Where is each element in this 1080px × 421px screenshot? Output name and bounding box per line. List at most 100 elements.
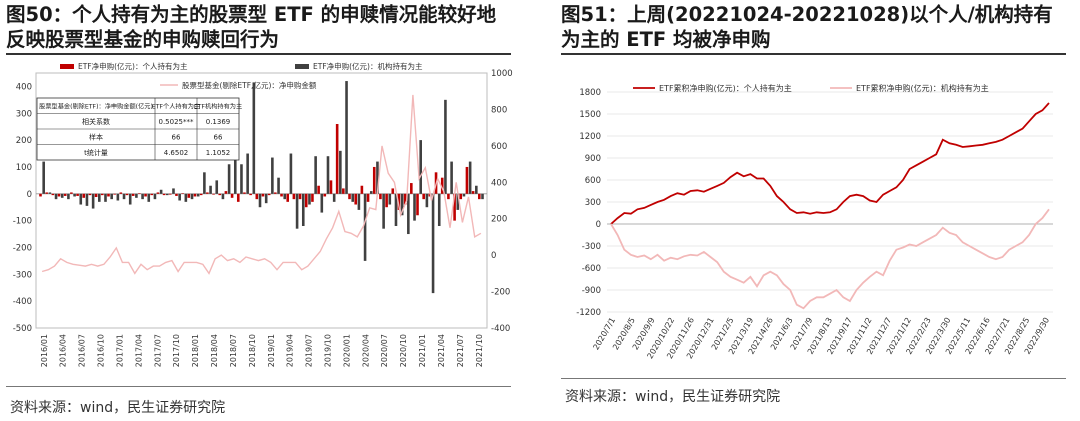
bar-retail [144, 193, 147, 197]
right-y-tick-label: 200 [491, 215, 507, 225]
bar-inst [394, 193, 398, 226]
right-y-tick-label: -400 [491, 324, 510, 334]
right-y-tick-label: 1000 [491, 69, 513, 79]
bar-retail [323, 193, 327, 197]
bar-inst [271, 157, 274, 194]
bar-retail [465, 166, 469, 194]
bar-retail [453, 193, 456, 221]
bar-inst [147, 193, 151, 202]
bar-inst [388, 193, 392, 205]
bar-inst [481, 193, 484, 200]
table-cell: 样本 [89, 133, 103, 142]
table-cell: 1.1052 [206, 149, 231, 157]
bar-inst [450, 161, 453, 194]
bar-retail [447, 193, 450, 200]
right-source-rule [561, 378, 1066, 379]
bar-inst [444, 99, 447, 194]
bar-retail [82, 193, 86, 198]
bar-inst [456, 193, 460, 210]
x-tick-label: 2017/04 [134, 334, 143, 367]
bar-retail [342, 188, 345, 194]
bar-retail [230, 193, 234, 198]
legend-retail-swatch [60, 64, 74, 69]
table-cell: 0.1369 [206, 118, 231, 126]
legend-retail-label: ETF累积净申购(亿元)：个人持有为主 [659, 83, 792, 93]
bar-inst [128, 193, 132, 205]
legend-inst-label: ETF累积净申购(亿元)：机构持有为主 [856, 83, 989, 93]
bar-inst [326, 156, 330, 194]
bar-retail [119, 192, 123, 194]
bar-inst [215, 180, 219, 194]
bar-retail [304, 193, 308, 208]
bar-retail [329, 180, 333, 194]
bar-inst [233, 158, 237, 194]
right-y-tick-label: 600 [491, 142, 507, 152]
bar-inst [54, 193, 58, 200]
x-tick-label: 2018/04 [210, 334, 219, 367]
bar-retail [162, 193, 166, 196]
bar-inst [289, 153, 293, 194]
bar-inst [227, 164, 231, 194]
bar-retail [317, 185, 320, 194]
right-y-tick-label: 400 [491, 178, 507, 188]
bar-retail [385, 193, 388, 208]
bar-inst [363, 193, 367, 261]
x-tick-label: 2021/01 [418, 334, 427, 367]
bar-retail [212, 193, 215, 195]
bar-retail [51, 193, 55, 196]
bar-inst [252, 82, 256, 194]
left-y-tick-label: 400 [16, 82, 32, 92]
x-tick-label: 2021/04 [437, 334, 446, 367]
bar-retail [255, 193, 259, 200]
bar-inst [376, 161, 379, 194]
x-tick-label: 2016/10 [97, 334, 106, 367]
x-tick-label: 2016/04 [59, 334, 68, 367]
table-cell: 相关系数 [82, 117, 110, 126]
bar-inst [209, 185, 212, 194]
x-tick-label: 2016/07 [78, 334, 87, 367]
bar-inst [283, 193, 287, 200]
bar-inst [240, 164, 243, 194]
bar-inst [79, 193, 83, 205]
bar-inst [351, 193, 355, 202]
bar-retail [181, 193, 184, 194]
x-tick-label: 2020/01 [342, 334, 351, 367]
bar-inst [159, 189, 163, 194]
bar-inst [475, 185, 478, 194]
y-tick-label: -600 [582, 264, 601, 274]
x-tick-label: 2017/07 [153, 334, 162, 367]
bar-inst [116, 193, 120, 201]
bar-retail [459, 193, 463, 200]
bar-retail [63, 193, 67, 196]
bar-inst [400, 193, 404, 216]
y-tick-label: 900 [585, 154, 601, 164]
bar-inst [462, 193, 466, 197]
x-tick-label: 2019/10 [323, 334, 332, 367]
y-tick-label: 300 [585, 198, 601, 208]
left-y-tick-label: -300 [13, 270, 32, 280]
bar-retail [101, 193, 104, 196]
bar-retail [471, 191, 475, 194]
bar-inst [91, 193, 95, 209]
left-source-rule [6, 386, 511, 387]
bar-retail [372, 166, 376, 194]
bar-retail [131, 193, 135, 196]
left-y-tick-label: -400 [13, 297, 32, 307]
left-y-tick-label: 200 [16, 136, 32, 146]
bar-retail [175, 193, 178, 196]
bar-inst [320, 193, 324, 213]
bar-inst [110, 193, 113, 200]
bar-inst [277, 177, 280, 194]
bar-inst [184, 193, 188, 202]
y-tick-label: 1800 [579, 88, 601, 98]
bar-retail [113, 193, 116, 195]
y-tick-label: 1200 [579, 132, 601, 142]
bar-inst [153, 193, 157, 200]
bar-inst [339, 150, 342, 194]
bar-inst [419, 140, 422, 194]
bar-retail [138, 193, 141, 194]
table-cell: 4.6502 [164, 149, 189, 157]
bar-retail [94, 193, 98, 198]
bar-retail [168, 193, 172, 195]
x-tick-label: 2020/10 [399, 334, 408, 367]
